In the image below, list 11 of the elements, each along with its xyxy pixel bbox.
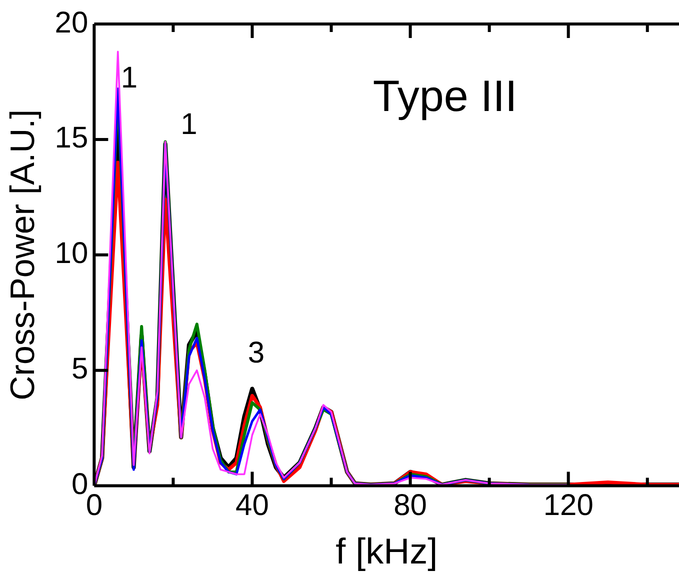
y-axis-title: Cross-Power [A.U.] <box>4 109 42 400</box>
y-tick-label: 0 <box>71 468 88 502</box>
annotation: 1 <box>120 62 138 95</box>
y-tick-label: 15 <box>54 122 88 155</box>
y-tick-label: 5 <box>71 352 88 386</box>
x-axis-title: f [kHz] <box>336 530 438 572</box>
x-tick-label: 80 <box>394 489 427 522</box>
x-tick-label: 40 <box>236 489 269 522</box>
y-tick-label: 20 <box>54 6 88 40</box>
x-tick-label: 120 <box>543 489 594 522</box>
y-tick-label: 10 <box>54 237 88 270</box>
